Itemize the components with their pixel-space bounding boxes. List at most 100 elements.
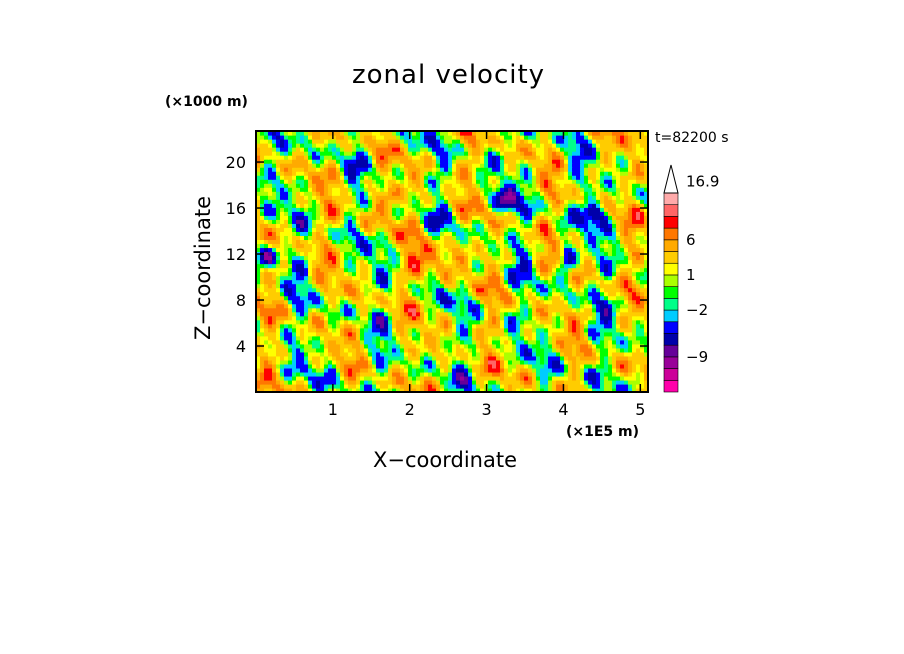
field-cell bbox=[440, 271, 445, 277]
field-cell bbox=[352, 327, 357, 333]
field-cell bbox=[532, 203, 537, 208]
field-cell bbox=[316, 219, 321, 224]
field-cell bbox=[560, 239, 565, 245]
field-cell bbox=[340, 211, 345, 216]
field-cell bbox=[404, 367, 409, 373]
field-cell bbox=[256, 359, 261, 365]
field-cell bbox=[308, 291, 313, 297]
field-cell bbox=[340, 275, 345, 281]
field-cell bbox=[400, 227, 405, 232]
field-cell bbox=[640, 327, 645, 333]
field-cell bbox=[348, 339, 353, 345]
field-cell bbox=[296, 355, 301, 361]
field-cell bbox=[440, 359, 445, 365]
field-cell bbox=[408, 291, 413, 297]
field-cell bbox=[508, 375, 513, 381]
field-cell bbox=[564, 271, 569, 277]
field-cell bbox=[312, 223, 317, 228]
field-cell bbox=[332, 327, 337, 333]
field-cell bbox=[268, 379, 273, 385]
field-cell bbox=[436, 279, 441, 285]
field-cell bbox=[444, 271, 449, 277]
field-cell bbox=[492, 367, 497, 373]
field-cell bbox=[576, 231, 581, 236]
field-cell bbox=[484, 351, 489, 357]
field-cell bbox=[320, 335, 325, 341]
field-cell bbox=[368, 239, 373, 245]
field-cell bbox=[636, 251, 641, 257]
field-cell bbox=[628, 251, 633, 257]
field-cell bbox=[348, 307, 353, 313]
field-cell bbox=[592, 195, 597, 200]
field-cell bbox=[540, 347, 545, 353]
field-cell bbox=[452, 255, 457, 261]
field-cell bbox=[488, 351, 493, 357]
field-cell bbox=[440, 303, 445, 309]
field-cell bbox=[548, 191, 553, 196]
field-cell bbox=[276, 367, 281, 373]
field-cell bbox=[280, 247, 285, 253]
field-cell bbox=[260, 259, 265, 265]
field-cell bbox=[640, 363, 645, 369]
field-cell bbox=[276, 315, 281, 321]
field-cell bbox=[468, 299, 473, 305]
field-cell bbox=[488, 367, 493, 373]
field-cell bbox=[548, 339, 553, 345]
field-cell bbox=[460, 311, 465, 317]
field-cell bbox=[460, 347, 465, 353]
field-cell bbox=[468, 259, 473, 265]
field-cell bbox=[292, 287, 297, 293]
field-cell bbox=[300, 367, 305, 373]
field-cell bbox=[312, 195, 317, 200]
field-cell bbox=[540, 267, 545, 273]
field-cell bbox=[460, 319, 465, 325]
field-cell bbox=[468, 387, 473, 393]
field-cell bbox=[356, 227, 361, 232]
field-cell bbox=[632, 375, 637, 381]
field-cell bbox=[524, 351, 529, 357]
field-cell bbox=[552, 215, 557, 220]
field-cell bbox=[308, 187, 313, 192]
field-cell bbox=[368, 283, 373, 289]
field-cell bbox=[576, 387, 581, 393]
field-cell bbox=[448, 371, 453, 377]
field-cell bbox=[592, 227, 597, 232]
field-cell bbox=[400, 319, 405, 325]
field-cell bbox=[464, 275, 469, 281]
field-cell bbox=[556, 343, 561, 349]
field-cell bbox=[460, 355, 465, 361]
field-cell bbox=[616, 239, 621, 245]
field-cell bbox=[576, 263, 581, 269]
field-cell bbox=[352, 375, 357, 381]
field-cell bbox=[376, 303, 381, 309]
field-cell bbox=[588, 223, 593, 228]
field-cell bbox=[420, 291, 425, 297]
field-cell bbox=[576, 275, 581, 281]
field-cell bbox=[644, 195, 649, 200]
field-cell bbox=[420, 327, 425, 333]
field-cell bbox=[492, 267, 497, 273]
field-cell bbox=[348, 263, 353, 269]
field-cell bbox=[496, 347, 501, 353]
field-cell bbox=[528, 383, 533, 389]
field-cell bbox=[476, 375, 481, 381]
field-cell bbox=[520, 227, 525, 232]
field-cell bbox=[628, 343, 633, 349]
field-cell bbox=[452, 231, 457, 236]
field-cell bbox=[600, 303, 605, 309]
field-cell bbox=[596, 367, 601, 373]
field-cell bbox=[360, 243, 365, 249]
field-cell bbox=[604, 191, 609, 196]
field-cell bbox=[492, 263, 497, 269]
field-cell bbox=[484, 267, 489, 273]
field-cell bbox=[564, 383, 569, 389]
field-cell bbox=[312, 275, 317, 281]
field-cell bbox=[388, 287, 393, 293]
field-cell bbox=[556, 239, 561, 245]
field-cell bbox=[464, 343, 469, 349]
field-cell bbox=[344, 203, 349, 208]
field-cell bbox=[484, 199, 489, 204]
field-cell bbox=[568, 387, 573, 393]
field-cell bbox=[280, 375, 285, 381]
field-cell bbox=[512, 375, 517, 381]
